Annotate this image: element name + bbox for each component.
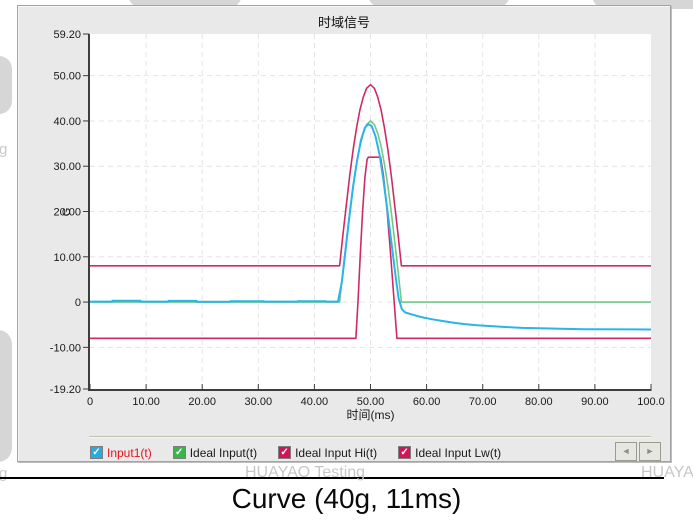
- legend-item-ideal-input-lw-t[interactable]: ✓ Ideal Input Lw(t): [398, 446, 501, 460]
- checkbox-checked-icon[interactable]: ✓: [172, 446, 186, 459]
- arrow-right-icon: ►: [645, 446, 655, 456]
- legend-label: Ideal Input Lw(t): [415, 445, 502, 460]
- background-shape: [368, 0, 510, 8]
- svg-text:80.00: 80.00: [525, 396, 553, 408]
- legend-item-ideal-input-t[interactable]: ✓ Ideal Input(t): [172, 445, 258, 460]
- svg-text:70.00: 70.00: [469, 396, 497, 408]
- svg-text:10.00: 10.00: [53, 252, 81, 264]
- legend-item-ideal-input-hi-t[interactable]: ✓ Ideal Input Hi(t): [278, 446, 377, 460]
- svg-text:G: G: [61, 208, 73, 217]
- background-shape: [0, 330, 12, 462]
- svg-text:50.00: 50.00: [357, 396, 385, 408]
- legend-scroll-right-button[interactable]: ►: [639, 442, 661, 461]
- figure-caption: Curve (40g, 11ms): [231, 483, 462, 514]
- arrow-left-icon: ◄: [621, 446, 631, 456]
- svg-text:20.00: 20.00: [188, 396, 216, 408]
- background-watermark-letter: g: [0, 465, 8, 482]
- divider-line: [0, 477, 664, 479]
- svg-text:30.00: 30.00: [245, 396, 273, 408]
- legend: ✓ Input1(t) ✓ Ideal Input(t) ✓ Ideal Input Hi…: [90, 444, 501, 461]
- checkbox-checked-icon[interactable]: ✓: [278, 446, 292, 459]
- chart-panel: 时域信号 59.20 50.00 40.00 30.00 20.00 10.00 0 -10.…: [17, 5, 671, 462]
- watermark-huayao-testing: HUAYAO Testing: [245, 464, 366, 481]
- background-shape: [592, 0, 693, 9]
- svg-text:20.00: 20.00: [53, 207, 81, 219]
- svg-text:-10.00: -10.00: [50, 342, 81, 354]
- svg-text:-19.20: -19.20: [50, 384, 81, 396]
- svg-text:0: 0: [75, 297, 81, 309]
- chart-title: 时域信号: [317, 15, 370, 30]
- svg-text:90.00: 90.00: [581, 396, 609, 408]
- svg-text:40.00: 40.00: [53, 116, 81, 128]
- svg-text:50.00: 50.00: [53, 71, 81, 83]
- svg-text:40.00: 40.00: [301, 396, 329, 408]
- background-shape: [0, 56, 12, 114]
- legend-label: Ideal Input(t): [189, 445, 258, 460]
- legend-scroll-left-button[interactable]: ◄: [615, 442, 637, 461]
- svg-text:时间(ms): 时间(ms): [347, 408, 395, 422]
- background-shape: [128, 0, 242, 8]
- legend-label: Ideal Input Hi(t): [295, 445, 378, 460]
- svg-text:59.20: 59.20: [53, 29, 81, 41]
- svg-text:30.00: 30.00: [53, 161, 81, 173]
- watermark-huayao: HUAYAO: [641, 464, 693, 481]
- checkbox-checked-icon[interactable]: ✓: [90, 446, 103, 459]
- svg-text:100.0: 100.0: [637, 396, 665, 408]
- svg-text:60.00: 60.00: [413, 396, 441, 408]
- svg-text:0: 0: [87, 396, 93, 408]
- timeseries-plot: 59.20 50.00 40.00 30.00 20.00 10.00 0 -10.00 -19…: [50, 29, 665, 422]
- legend-separator: [89, 436, 651, 438]
- legend-label: Input1(t): [107, 445, 152, 460]
- checkbox-checked-icon[interactable]: ✓: [398, 446, 412, 459]
- svg-text:10.00: 10.00: [132, 396, 160, 408]
- background-watermark-letter: g: [0, 141, 8, 158]
- legend-item-input1-t[interactable]: ✓ Input1(t): [90, 446, 152, 460]
